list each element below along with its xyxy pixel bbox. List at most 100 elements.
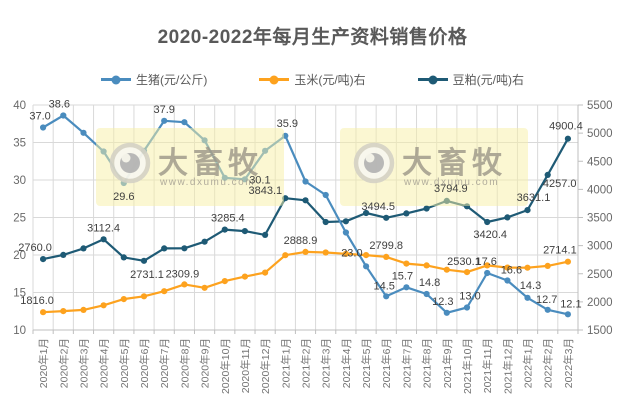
x-axis-tick-label: 2021年2月 — [300, 338, 313, 388]
data-label-pig: 38.6 — [49, 99, 70, 111]
data-label-soybean_meal: 2760.0 — [18, 242, 52, 254]
x-axis-tick-label: 2021年6月 — [380, 338, 393, 388]
right-axis-tick-label: 4000 — [587, 184, 613, 196]
right-axis-tick-label: 2000 — [587, 297, 613, 309]
data-point-corn — [504, 264, 511, 271]
x-axis-tick-label: 2020年4月 — [98, 338, 111, 388]
x-axis-tick-label: 2021年9月 — [441, 338, 454, 388]
watermark-url: www.dxumu.com — [159, 177, 255, 188]
data-point-corn — [302, 248, 309, 255]
legend-label-corn: 玉米(元/吨)右 — [294, 73, 366, 87]
x-axis-tick-label: 2022年3月 — [562, 338, 575, 388]
left-axis-tick-label: 10 — [13, 325, 26, 337]
x-axis-tick-label: 2021年10月 — [461, 338, 474, 394]
x-axis-tick-label: 2020年10月 — [219, 338, 232, 394]
watermark-brand: 大畜牧 — [402, 146, 507, 180]
data-point-pig — [322, 191, 329, 199]
data-point-corn — [262, 269, 269, 276]
x-axis-tick-label: 2020年5月 — [118, 338, 131, 388]
data-point-corn — [403, 260, 410, 267]
data-label-pig: 12.3 — [432, 296, 453, 308]
data-point-soybean_meal — [100, 236, 107, 243]
right-axis-labels: 5500 5000 4500 4000 3500 3000 2500 2000 1500 — [587, 100, 613, 337]
data-label-pig: 23.0 — [341, 248, 362, 260]
data-point-soybean_meal — [403, 210, 410, 217]
data-point-soybean_meal — [40, 256, 47, 263]
data-point-corn — [342, 250, 349, 257]
data-label-soybean_meal: 3494.5 — [361, 201, 395, 213]
data-label-corn: 2888.9 — [284, 235, 318, 247]
data-label-soybean_meal: 3794.9 — [434, 183, 468, 195]
data-label-pig: 15.7 — [392, 270, 413, 282]
x-axis-tick-label: 2020年11月 — [239, 338, 252, 393]
data-point-corn — [383, 253, 390, 260]
x-axis-tick-label: 2020年6月 — [138, 338, 151, 388]
data-point-soybean_meal — [221, 226, 228, 233]
x-axis-tick-label: 2021年7月 — [400, 338, 413, 388]
data-point-pig — [80, 129, 87, 136]
x-axis-tick-label: 2020年2月 — [57, 338, 70, 388]
data-point-pig — [564, 311, 572, 318]
left-axis-tick-label: 25 — [13, 213, 26, 225]
x-axis-labels: 2020年1月 2020年2月 2020年3月 2020年4月 2020年5月 2020年… — [37, 338, 575, 394]
data-point-corn — [463, 269, 471, 276]
data-point-pig — [484, 269, 491, 277]
data-point-corn — [140, 293, 148, 300]
data-point-soybean_meal — [262, 231, 269, 238]
x-axis-tick-label: 2021年8月 — [421, 338, 434, 388]
data-point-soybean_meal — [504, 214, 511, 221]
data-point-soybean_meal — [484, 218, 491, 226]
data-label-corn: 1816.0 — [20, 295, 54, 307]
data-point-corn — [544, 262, 551, 269]
x-axis-tick-label: 2020年9月 — [199, 338, 212, 388]
data-label-pig: 30.1 — [249, 174, 270, 186]
x-axis-tick-label: 2020年3月 — [77, 338, 90, 388]
data-point-soybean_meal — [342, 218, 349, 225]
left-axis-tick-label: 40 — [13, 100, 26, 112]
right-axis-tick-label: 3500 — [587, 213, 613, 225]
left-axis-tick-label: 15 — [13, 288, 26, 300]
data-point-pig — [363, 263, 370, 270]
watermark-brand: 大畜牧 — [158, 146, 263, 180]
chart-title: 2020-2022年每月生产资料销售价格 — [157, 27, 468, 48]
watermark-url: www.dxumu.com — [403, 177, 499, 188]
data-point-corn — [100, 302, 107, 309]
data-label-corn: 2530.1 — [447, 256, 481, 268]
data-point-soybean_meal — [161, 245, 168, 252]
data-point-soybean_meal — [302, 197, 309, 204]
data-point-pig — [181, 119, 188, 126]
data-point-soybean_meal — [383, 214, 390, 221]
soybean-meal-line-marker-icon — [417, 75, 448, 84]
right-axis-tick-label: 3000 — [587, 241, 613, 253]
data-label-corn: 2799.8 — [369, 240, 403, 252]
data-label-pig: 37.0 — [29, 111, 50, 123]
x-axis-tick-label: 2022年1月 — [522, 338, 535, 388]
data-point-pig — [383, 293, 390, 300]
data-label-pig: 29.6 — [113, 191, 134, 203]
right-axis-tick-label: 5000 — [587, 128, 613, 140]
x-axis-tick-label: 2021年1月 — [279, 338, 292, 388]
data-point-corn — [363, 252, 370, 259]
chart-legend: 生猪(元/公斤) 玉米(元/吨)右 豆粕(元/吨)右 — [0, 71, 625, 88]
data-label-pig: 12.7 — [536, 294, 557, 306]
data-label-pig: 14.5 — [373, 280, 394, 292]
legend-label-soybean-meal: 豆粕(元/吨)右 — [452, 73, 524, 87]
axes — [32, 104, 583, 334]
legend-label-pig: 生猪(元/公斤) — [136, 73, 208, 87]
data-point-soybean_meal — [120, 254, 127, 261]
data-point-pig — [544, 306, 551, 313]
data-label-soybean_meal: 3112.4 — [87, 222, 120, 234]
data-label-pig: 16.6 — [501, 265, 522, 277]
data-point-pig — [423, 290, 430, 298]
data-point-corn — [40, 309, 47, 316]
data-point-corn — [322, 249, 329, 256]
data-point-soybean_meal — [524, 207, 531, 214]
data-point-corn — [181, 281, 188, 288]
x-axis-tick-label: 2020年8月 — [178, 338, 191, 388]
data-point-corn — [241, 273, 248, 280]
data-label-pig: 17.6 — [475, 256, 496, 268]
data-point-soybean_meal — [241, 228, 248, 235]
data-label-pig: 35.9 — [277, 118, 298, 130]
